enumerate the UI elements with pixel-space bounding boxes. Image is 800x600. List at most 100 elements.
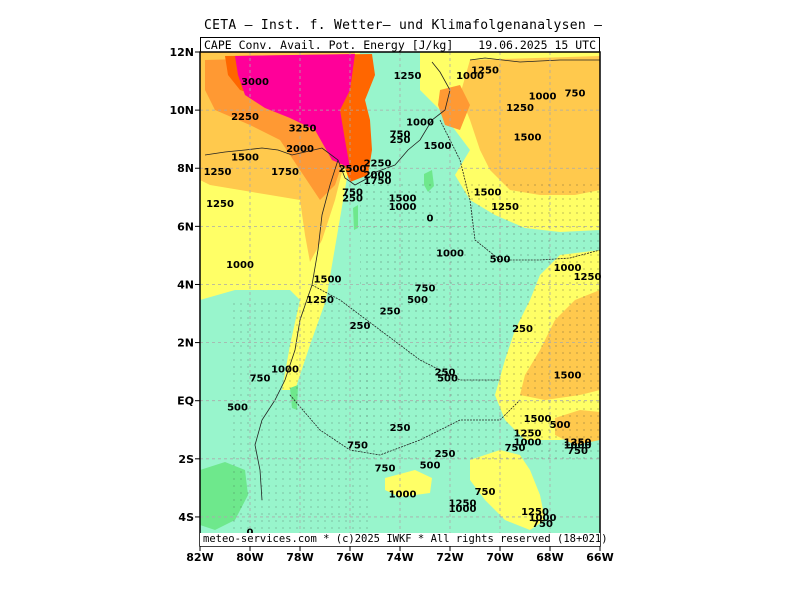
contour-label: 1000 xyxy=(564,440,592,451)
coastlines xyxy=(204,57,600,501)
contour-label: 2000 xyxy=(286,144,314,155)
contour-label: 1250 xyxy=(564,437,592,448)
contour-label: 1000 xyxy=(529,92,557,103)
contour-label: 750 xyxy=(347,440,368,451)
contour-label: 1000 xyxy=(436,249,464,260)
contour-label: 750 xyxy=(567,446,588,457)
contour-label: 1250 xyxy=(514,429,542,440)
x-tick-label: 72W xyxy=(436,551,463,564)
contour-label: 500 xyxy=(437,373,458,384)
parameter-title: CAPE Conv. Avail. Pot. Energy [J/kg] xyxy=(204,38,454,52)
y-tick-label: 8N xyxy=(177,162,194,175)
contour-label: 250 xyxy=(435,449,456,460)
contour-label: 0 xyxy=(247,527,254,538)
cape-band-1000-small xyxy=(385,470,432,497)
contour-label: 1000 xyxy=(449,504,477,515)
contour-label: 750 xyxy=(415,283,436,294)
contour-label: 1250 xyxy=(449,498,477,509)
y-tick-label: 4N xyxy=(177,278,194,291)
x-tick-label: 80W xyxy=(236,551,263,564)
contour-label: 1250 xyxy=(306,295,334,306)
contour-label: 750 xyxy=(375,464,396,475)
contour-label: 1250 xyxy=(491,202,519,213)
y-tick-label: 12N xyxy=(169,46,194,59)
contour-label: 1500 xyxy=(424,141,452,152)
contour-label: 750 xyxy=(505,443,526,454)
contour-label: 1000 xyxy=(389,202,417,213)
contour-label: 2250 xyxy=(231,112,259,123)
contour-label: 1250 xyxy=(471,65,499,76)
contour-label: 250 xyxy=(342,193,363,204)
contour-label: 2500 xyxy=(339,164,367,175)
x-tick-label: 78W xyxy=(286,551,313,564)
map-gridlines xyxy=(200,52,600,546)
contour-label: 750 xyxy=(250,373,271,384)
y-tick-label: EQ xyxy=(177,395,194,408)
x-tick-label: 74W xyxy=(386,551,413,564)
contour-label: 1500 xyxy=(314,275,342,286)
contour-label: 1750 xyxy=(364,176,392,187)
y-tick-label: 10N xyxy=(169,104,194,117)
contour-label: 1250 xyxy=(521,507,549,518)
contour-label: 1500 xyxy=(514,132,542,143)
x-tick-label: 76W xyxy=(336,551,363,564)
contour-label: 1250 xyxy=(204,167,232,178)
contour-label: 250 xyxy=(390,135,411,146)
contour-label: 500 xyxy=(420,461,441,472)
contour-label: 1000 xyxy=(406,118,434,129)
contour-label: 1250 xyxy=(206,199,234,210)
y-tick-label: 2N xyxy=(177,337,194,350)
cape-band-2000-east xyxy=(438,85,470,130)
contour-label: 2000 xyxy=(364,170,392,181)
contour-label: 3000 xyxy=(241,77,269,88)
contour-label: 500 xyxy=(407,295,428,306)
y-tick-label: 2S xyxy=(178,453,194,466)
cape-band-1500-northeast xyxy=(460,56,600,195)
contour-label: 500 xyxy=(227,403,248,414)
y-axis: 12N 10N 8N 6N 4N 2N EQ 2S 4S xyxy=(169,46,200,524)
map-title: CETA — Inst. f. Wetter— und Klimafolgena… xyxy=(204,18,603,33)
contour-label: 3250 xyxy=(289,124,317,135)
contour-label: 250 xyxy=(390,423,411,434)
contour-label: 1500 xyxy=(231,153,259,164)
contour-label: 500 xyxy=(490,254,511,265)
y-tick-label: 4S xyxy=(178,511,194,524)
contour-label: 250 xyxy=(512,324,533,335)
cape-field xyxy=(200,52,600,546)
x-tick-label: 66W xyxy=(586,551,613,564)
x-tick-label: 68W xyxy=(536,551,563,564)
contour-label: 750 xyxy=(565,89,586,100)
cape-band-1000-south xyxy=(470,450,545,530)
contour-label: 250 xyxy=(435,368,456,379)
contour-label: 1000 xyxy=(514,437,542,448)
cape-band-3000 xyxy=(235,54,355,168)
contour-label: 750 xyxy=(390,129,411,140)
contour-label: 250 xyxy=(380,307,401,318)
contour-label: 250 xyxy=(350,321,371,332)
y-tick-label: 6N xyxy=(177,220,194,233)
cape-band-0-3 xyxy=(353,205,358,230)
contour-label: 500 xyxy=(550,420,571,431)
contour-label: 1000 xyxy=(456,71,484,82)
contour-label: 1500 xyxy=(474,187,502,198)
contour-label: 1500 xyxy=(389,193,417,204)
contour-label: 1500 xyxy=(524,414,552,425)
contour-label: 1750 xyxy=(271,167,299,178)
footer-credits: meteo-services.com * (c)2025 IWKF * All … xyxy=(200,533,608,546)
contour-label: 750 xyxy=(475,487,496,498)
contour-label: 1000 xyxy=(529,513,557,524)
valid-time: 19.06.2025 15 UTC xyxy=(478,38,596,52)
contour-label: 0 xyxy=(427,214,434,225)
x-axis: 82W 80W 78W 76W 74W 72W 70W 68W 66W xyxy=(186,546,614,564)
contour-label: 1250 xyxy=(574,272,602,283)
contour-label: 1250 xyxy=(394,71,422,82)
contour-label: 750 xyxy=(532,519,553,530)
x-tick-label: 70W xyxy=(486,551,513,564)
contour-label: 2250 xyxy=(364,158,392,169)
x-tick-label: 82W xyxy=(186,551,213,564)
footer-text: meteo-services.com * (c)2025 IWKF * All … xyxy=(203,533,608,545)
contour-label: 1000 xyxy=(226,260,254,271)
contour-label: 750 xyxy=(342,187,363,198)
